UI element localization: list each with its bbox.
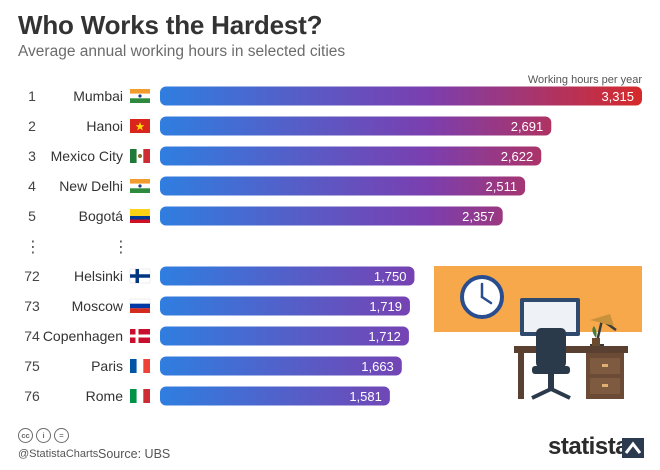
nd-icon: = — [54, 428, 69, 443]
rank-label: 1 — [28, 88, 36, 104]
gap-marker: ⋮ — [25, 237, 41, 256]
by-icon: i — [36, 428, 51, 443]
value-label: 1,719 — [369, 299, 402, 314]
rank-label: 5 — [28, 208, 36, 224]
value-label: 2,691 — [511, 119, 544, 134]
value-label: 2,622 — [501, 149, 534, 164]
gap-markers: ⋮ ⋮ — [25, 237, 129, 256]
office-illustration — [434, 266, 642, 400]
rank-label: 2 — [28, 118, 36, 134]
chart-subtitle: Average annual working hours in selected… — [18, 43, 346, 60]
rank-label: 76 — [24, 388, 40, 404]
category-label: Hanoi — [86, 118, 123, 134]
colombia-flag-icon — [130, 209, 150, 223]
bar — [160, 296, 410, 316]
category-label: Copenhagen — [43, 328, 123, 344]
bar-row: 5 Bogotá 2,357 — [28, 206, 503, 226]
denmark-flag-icon — [130, 329, 150, 343]
cc-icon: cc — [18, 428, 33, 443]
value-label: 3,315 — [601, 89, 634, 104]
value-label: 1,581 — [349, 389, 382, 404]
source-note: Source: UBS — [98, 447, 171, 461]
bar — [160, 86, 642, 106]
finland-flag-icon — [129, 268, 151, 284]
value-label: 1,663 — [361, 359, 394, 374]
gap-marker: ⋮ — [113, 237, 129, 256]
twitter-handle[interactable]: @StatistaCharts — [18, 448, 99, 460]
bar — [160, 146, 542, 166]
category-label: Moscow — [72, 298, 124, 314]
rank-label: 75 — [24, 358, 40, 374]
value-label: 1,712 — [368, 329, 401, 344]
bar-row: 3 Mexico City 2,622 — [28, 146, 542, 166]
category-label: New Delhi — [59, 178, 123, 194]
bar-row: 4 New Delhi 2,511 — [28, 176, 526, 196]
value-label: 2,357 — [462, 209, 495, 224]
category-label: Rome — [86, 388, 124, 404]
desk-icon — [514, 346, 628, 399]
india-flag-icon — [130, 89, 150, 103]
india-flag-icon — [130, 179, 150, 193]
bar-row: 72 Helsinki 1,750 — [24, 266, 415, 286]
statista-logo[interactable]: statista — [548, 433, 629, 460]
mexico-flag-icon — [130, 149, 150, 163]
rank-label: 72 — [24, 268, 40, 284]
category-label: Mexico City — [51, 148, 123, 164]
bar — [160, 116, 552, 136]
category-label: Helsinki — [74, 268, 123, 284]
bar-row: 76 Rome 1,581 — [24, 386, 390, 406]
bar — [160, 206, 503, 226]
clock-icon — [460, 275, 504, 319]
bar — [160, 386, 390, 406]
bar — [160, 176, 526, 196]
statista-logo-mark — [622, 438, 644, 458]
category-label: Bogotá — [79, 208, 124, 224]
bar-row: 75 Paris 1,663 — [24, 356, 402, 376]
rank-label: 73 — [24, 298, 40, 314]
italy-flag-icon — [130, 389, 150, 403]
bar-row: 73 Moscow 1,719 — [24, 296, 410, 316]
category-label: Paris — [91, 358, 123, 374]
office-chair-icon — [531, 328, 571, 400]
bar-row: 1 Mumbai 3,315 — [28, 86, 642, 106]
vietnam-flag-icon — [130, 119, 150, 133]
russia-flag-icon — [129, 298, 151, 313]
bar — [160, 356, 402, 376]
bar-row: 74 Copenhagen 1,712 — [24, 326, 409, 346]
bar — [160, 266, 415, 286]
rank-label: 4 — [28, 178, 36, 194]
legend-label: Working hours per year — [528, 74, 642, 86]
license-icons: cc i = — [18, 428, 69, 443]
value-label: 2,511 — [486, 179, 518, 194]
chart-title: Who Works the Hardest? — [18, 10, 323, 40]
bar-row: 2 Hanoi 2,691 — [28, 116, 552, 136]
rank-label: 74 — [24, 328, 40, 344]
category-label: Mumbai — [73, 88, 123, 104]
rank-label: 3 — [28, 148, 36, 164]
plant-icon — [592, 326, 600, 346]
value-label: 1,750 — [374, 269, 407, 284]
france-flag-icon — [130, 359, 150, 373]
bar — [160, 326, 409, 346]
